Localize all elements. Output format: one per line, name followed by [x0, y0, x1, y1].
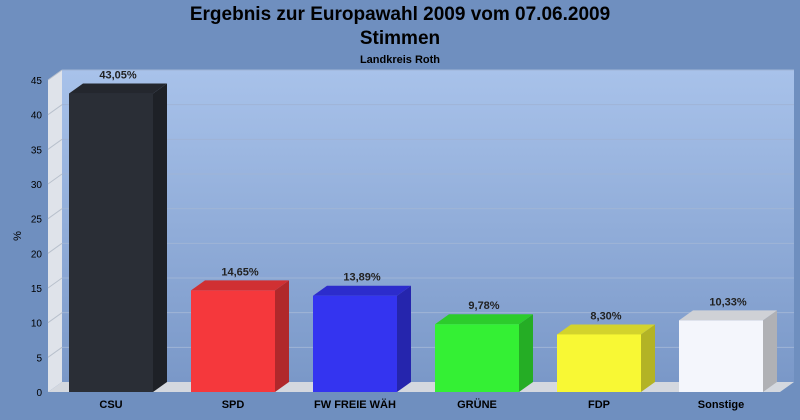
- data-label: 14,65%: [221, 266, 259, 278]
- y-tick-label: 15: [31, 284, 43, 295]
- data-label: 8,30%: [590, 310, 621, 322]
- gridline-side: [47, 346, 63, 358]
- y-tick-label: 30: [31, 180, 43, 191]
- gridline-side: [47, 208, 63, 220]
- bar-side: [641, 324, 655, 392]
- data-label: 43,05%: [99, 70, 137, 82]
- gridline-side: [47, 138, 63, 150]
- chart-subtitle: Stimmen: [359, 28, 441, 49]
- bar: [313, 285, 411, 392]
- bar: [191, 280, 289, 392]
- gridline-side: [47, 104, 63, 116]
- bar: [679, 310, 777, 392]
- bar-side: [397, 285, 411, 392]
- bar-side: [153, 83, 167, 393]
- bar: [69, 83, 167, 393]
- data-label: 9,78%: [468, 300, 499, 312]
- bar-front: [69, 93, 153, 393]
- x-tick-label: SPD: [222, 399, 245, 411]
- chart-caption: Landkreis Roth: [359, 54, 441, 66]
- gridline-side: [47, 277, 63, 289]
- y-tick-label: 25: [31, 215, 43, 226]
- bar-top: [191, 280, 289, 291]
- y-axis-label: %: [12, 231, 24, 241]
- plot-left-wall: [48, 70, 62, 392]
- bar-top: [557, 324, 655, 335]
- bar-top: [313, 285, 411, 296]
- gridline-side: [47, 312, 63, 324]
- y-tick-label: 35: [31, 145, 43, 156]
- data-label: 13,89%: [343, 272, 381, 284]
- bar-side: [763, 310, 777, 392]
- chart-title: Ergebnis zur Europawahl 2009 vom 07.06.2…: [189, 4, 611, 25]
- bar-front: [435, 324, 519, 392]
- y-tick-label: 45: [31, 76, 43, 87]
- gridline-side: [47, 69, 63, 81]
- data-label: 10,33%: [709, 296, 747, 308]
- y-tick-label: 10: [31, 319, 43, 330]
- bar-top: [679, 310, 777, 321]
- bar-top: [435, 314, 533, 325]
- bar-front: [679, 320, 763, 392]
- x-tick-label: CSU: [99, 399, 122, 411]
- x-tick-label: GRÜNE: [457, 398, 497, 411]
- bar: [435, 314, 533, 392]
- bar-top: [69, 83, 167, 94]
- y-tick-label: 0: [36, 388, 42, 399]
- bar-side: [275, 280, 289, 392]
- bar-front: [313, 295, 397, 392]
- x-tick-label: FW FREIE WÄH: [314, 398, 396, 411]
- x-tick-label: FDP: [588, 399, 610, 411]
- x-tick-label: Sonstige: [698, 399, 744, 411]
- bar-front: [557, 334, 641, 392]
- bar: [557, 324, 655, 392]
- y-tick-label: 40: [31, 111, 43, 122]
- gridline-side: [47, 242, 63, 254]
- bar-side: [519, 314, 533, 392]
- gridline-side: [47, 173, 63, 185]
- y-tick-label: 20: [31, 249, 43, 260]
- y-tick-label: 5: [36, 353, 42, 364]
- bar-front: [191, 290, 275, 392]
